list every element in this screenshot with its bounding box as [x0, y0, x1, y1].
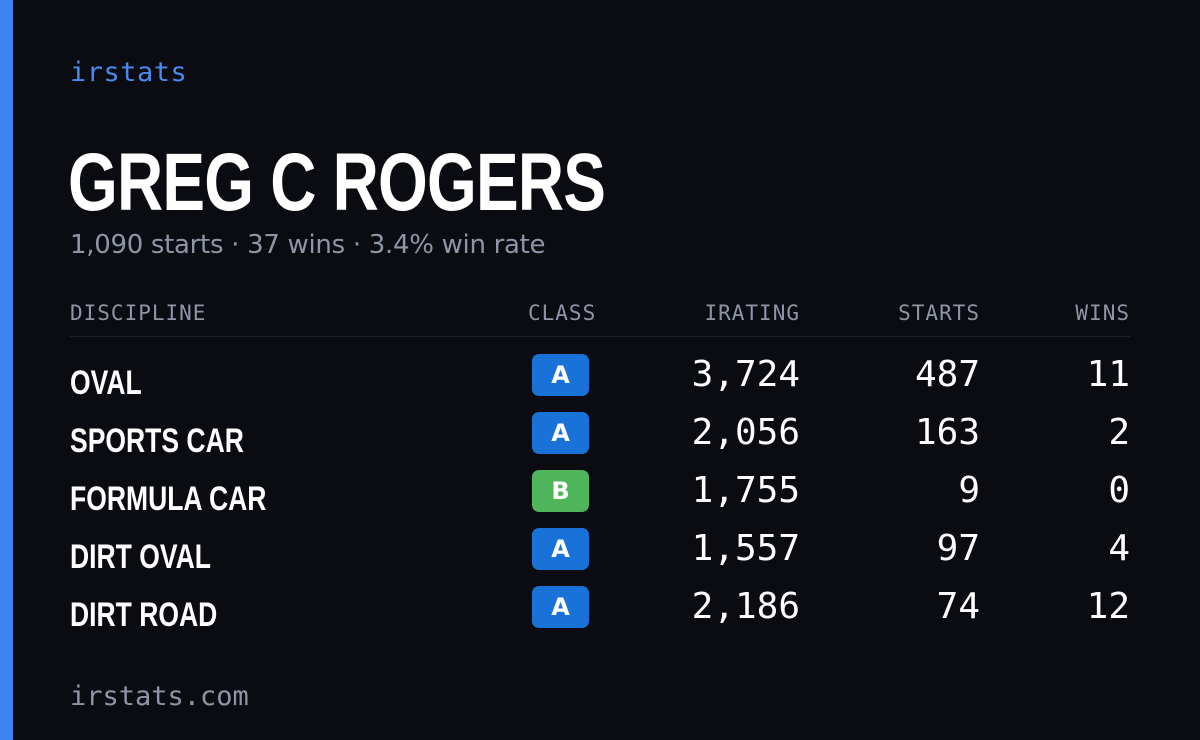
- irating-value: 1,557: [691, 528, 800, 569]
- wins-value: 0: [1108, 470, 1130, 511]
- accent-bar: [0, 0, 13, 740]
- table-row-sports-car: SPORTS CAR A 2,056 163 2: [70, 412, 1130, 471]
- wins-value: 2: [1108, 412, 1130, 453]
- discipline-name: OVAL: [70, 364, 142, 402]
- irating-value: 2,056: [691, 412, 800, 453]
- driver-summary: 1,090 starts · 37 wins · 3.4% win rate: [70, 230, 546, 260]
- irating-value: 1,755: [691, 470, 800, 511]
- discipline-name: SPORTS CAR: [70, 422, 244, 460]
- table-row-oval: OVAL A 3,724 487 11: [70, 354, 1130, 413]
- class-badge: A: [532, 412, 589, 454]
- header-class: CLASS: [528, 301, 597, 325]
- irating-value: 3,724: [691, 354, 800, 395]
- table-row-dirt-oval: DIRT OVAL A 1,557 97 4: [70, 528, 1130, 587]
- irating-value: 2,186: [691, 586, 800, 627]
- discipline-name: DIRT ROAD: [70, 596, 218, 634]
- driver-name: GREG C ROGERS: [68, 137, 606, 228]
- class-badge: A: [532, 528, 589, 570]
- starts-value: 97: [936, 528, 980, 569]
- starts-value: 9: [958, 470, 980, 511]
- header-discipline: DISCIPLINE: [70, 301, 207, 325]
- starts-value: 163: [914, 412, 980, 453]
- table-row-dirt-road: DIRT ROAD A 2,186 74 12: [70, 586, 1130, 645]
- header-wins: WINS: [1075, 301, 1130, 325]
- wins-value: 12: [1086, 586, 1130, 627]
- class-badge: A: [532, 586, 589, 628]
- wins-value: 4: [1108, 528, 1130, 569]
- wins-value: 11: [1086, 354, 1130, 395]
- class-badge: B: [532, 470, 589, 512]
- header-irating: IRATING: [704, 301, 800, 325]
- class-badge: A: [532, 354, 589, 396]
- header-starts: STARTS: [898, 301, 980, 325]
- footer-url: irstats.com: [70, 681, 249, 712]
- table-row-formula-car: FORMULA CAR B 1,755 9 0: [70, 470, 1130, 529]
- discipline-name: FORMULA CAR: [70, 480, 267, 518]
- starts-value: 487: [914, 354, 980, 395]
- discipline-name: DIRT OVAL: [70, 538, 211, 576]
- header-divider: [70, 336, 1130, 337]
- starts-value: 74: [936, 586, 980, 627]
- brand-logo-text: irstats: [70, 57, 188, 88]
